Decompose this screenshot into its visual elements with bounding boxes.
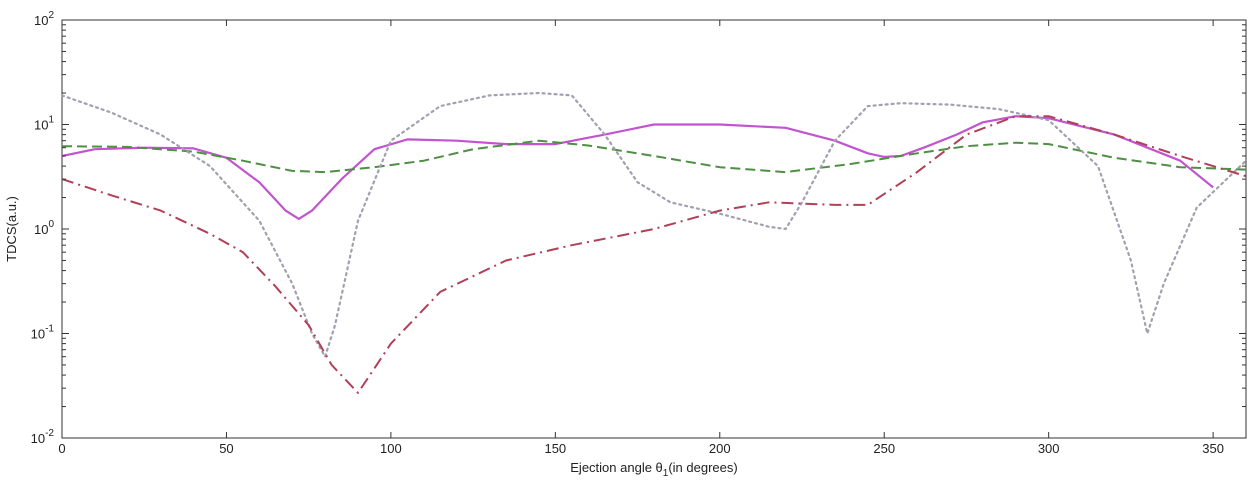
y-tick-base: 10 (31, 431, 45, 446)
x-tick-label: 350 (1202, 441, 1224, 456)
y-tick-exponent: 1 (48, 115, 54, 126)
y-tick-base: 10 (34, 118, 48, 133)
y-tick-base: 10 (31, 327, 45, 342)
y-tick-label: 102 (34, 10, 54, 28)
x-tick-label: 100 (380, 441, 402, 456)
x-axis-label: Ejection angle θ1(in degrees) (570, 460, 737, 479)
y-tick-label: 101 (34, 115, 54, 133)
y-tick-base: 10 (34, 13, 48, 28)
y-axis-label: TDCS(a.u.) (4, 196, 19, 262)
tick-layer (61, 19, 1246, 439)
plot-area (61, 19, 1247, 439)
x-tick-label: 200 (709, 441, 731, 456)
y-tick-label: 100 (34, 219, 54, 237)
x-tick-label: 0 (58, 441, 65, 456)
y-tick-exponent: -1 (45, 324, 54, 335)
x-tick-label: 250 (873, 441, 895, 456)
x-tick-label: 150 (544, 441, 566, 456)
y-tick-label: 10-2 (31, 428, 55, 446)
y-tick-exponent: -2 (45, 428, 54, 439)
y-tick-base: 10 (34, 222, 48, 237)
label-layer: 0 50 100 150 200 250 300 35010-210-1100101102Ej… (4, 10, 1224, 479)
series-layer (60, 91, 1248, 394)
series-line-dashed (61, 139, 1247, 174)
y-tick-exponent: 0 (48, 219, 54, 230)
series-line-dotted (60, 91, 1248, 358)
x-tick-label: 300 (1038, 441, 1060, 456)
x-tick-label: 50 (219, 441, 233, 456)
series-line-dashdot (61, 115, 1247, 394)
y-tick-label: 10-1 (31, 324, 55, 342)
y-tick-exponent: 2 (48, 10, 54, 21)
